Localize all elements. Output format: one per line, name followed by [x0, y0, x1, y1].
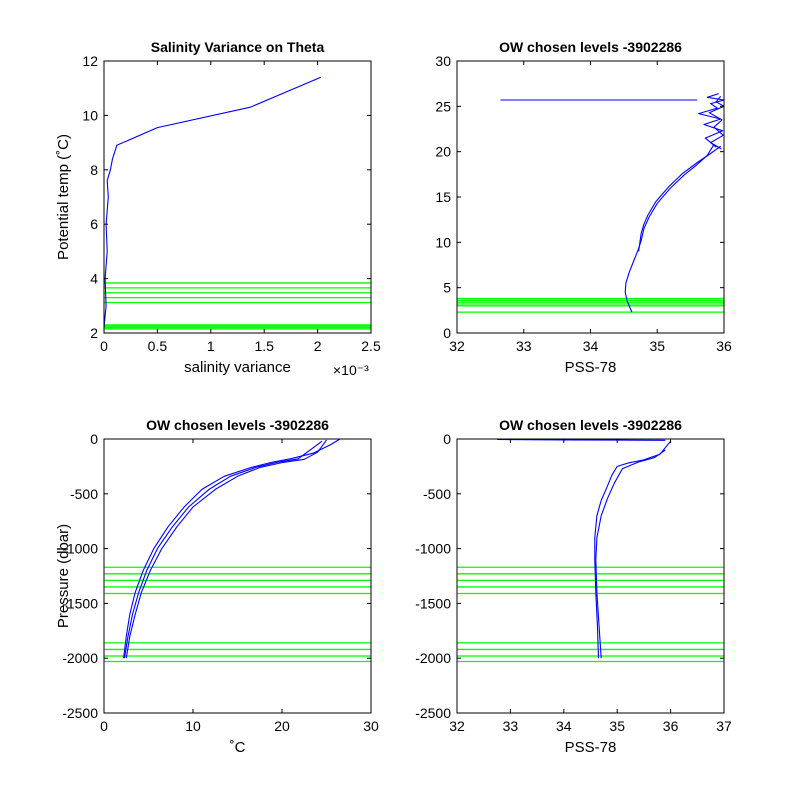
- plot-data-group: [104, 76, 371, 330]
- x-axis-label: PSS-78: [565, 359, 617, 376]
- x-tick-label: 0.5: [148, 338, 168, 354]
- plot-p4: 32 33 34 35 36 37 -2500 -2000 -1500 -1000 -500 0 OW …: [415, 417, 732, 756]
- x-tick-label: 35: [609, 718, 625, 734]
- x-axis-label: salinity variance: [184, 359, 291, 376]
- x-tick-label: 37: [716, 718, 732, 734]
- x-tick-label: 34: [556, 718, 572, 734]
- y-tick-label: 4: [90, 271, 98, 287]
- y-tick-label: 25: [435, 98, 451, 114]
- series-line: [594, 440, 672, 659]
- plot-p2: 32 33 34 35 36 0 5 10 15 20 25 30 OW chosen levels -…: [435, 39, 732, 376]
- axes-box: [103, 60, 372, 334]
- plot-p3: 0 10 20 30 -2500 -2000 -1500 -1000 -500 0 OW chose…: [55, 417, 379, 756]
- y-tick-label: -1500: [62, 595, 98, 611]
- y-tick-label: -2500: [415, 705, 451, 721]
- x-tick-label: 0: [100, 718, 108, 734]
- x-tick-label: 34: [583, 338, 599, 354]
- series-line: [595, 449, 666, 659]
- axes-box: [456, 438, 725, 714]
- y-tick-label: 30: [435, 53, 451, 69]
- chart-title: OW chosen levels -3902286: [499, 417, 682, 433]
- series-line: [125, 439, 327, 659]
- y-tick-label: 2: [90, 325, 98, 341]
- y-tick-label: 15: [435, 189, 451, 205]
- x-tick-label: 1.5: [254, 338, 274, 354]
- chart-title: Salinity Variance on Theta: [151, 39, 325, 55]
- plot-area: [104, 439, 371, 713]
- y-tick-label: 5: [443, 280, 451, 296]
- y-tick-label: 8: [90, 162, 98, 178]
- series-line: [497, 439, 666, 441]
- x-tick-label: 32: [449, 338, 465, 354]
- y-tick-label: -2000: [62, 650, 98, 666]
- x-tick-label: 2.5: [361, 338, 381, 354]
- y-tick-label: -500: [70, 486, 98, 502]
- chart-title: OW chosen levels -3902286: [146, 417, 329, 433]
- x-tick-label: 33: [503, 718, 519, 734]
- series-line: [624, 144, 715, 313]
- plot-p1: 0 0.5 1 1.5 2 2.5 2 4 6 8 10 12 Salinity Variance on…: [55, 39, 381, 378]
- x-axis-label: PSS-78: [565, 739, 617, 756]
- x-tick-label: 2: [314, 338, 322, 354]
- plot-data-group: [457, 93, 724, 313]
- y-tick-label: 0: [90, 431, 98, 447]
- plot-data-group: [457, 439, 724, 663]
- series-line: [123, 440, 323, 659]
- chart-title: OW chosen levels -3902286: [499, 39, 682, 55]
- y-axis-label: Pressure (dbar): [55, 524, 72, 628]
- plot-data-group: [104, 439, 371, 663]
- y-tick-label: 6: [90, 216, 98, 232]
- axes-box: [103, 438, 372, 714]
- y-tick-label: 0: [443, 431, 451, 447]
- x-tick-label: 32: [449, 718, 465, 734]
- x-tick-label: 36: [716, 338, 732, 354]
- y-tick-label: 20: [435, 144, 451, 160]
- series-line: [708, 96, 724, 150]
- series-line: [638, 145, 722, 252]
- y-tick-label: -2500: [62, 705, 98, 721]
- y-tick-label: -500: [423, 486, 451, 502]
- x-tick-label: 33: [516, 338, 532, 354]
- y-axis-label: Potential temp (˚C): [55, 134, 72, 260]
- y-tick-label: -1500: [415, 595, 451, 611]
- y-tick-label: 12: [82, 53, 98, 69]
- x-axis-label: ˚C: [230, 739, 246, 756]
- x-tick-label: 20: [274, 718, 290, 734]
- x-tick-label: 36: [663, 718, 679, 734]
- plot-area: [457, 61, 724, 333]
- y-tick-label: -1000: [415, 541, 451, 557]
- y-tick-label: 10: [435, 234, 451, 250]
- x-tick-label: 1: [207, 338, 215, 354]
- x-tick-label: 0: [100, 338, 108, 354]
- x-exponent-label: ×10⁻³: [333, 362, 369, 378]
- y-tick-label: -1000: [62, 541, 98, 557]
- x-tick-label: 10: [185, 718, 201, 734]
- y-tick-label: 0: [443, 325, 451, 341]
- y-tick-label: -2000: [415, 650, 451, 666]
- plot-area: [457, 439, 724, 713]
- x-tick-label: 35: [649, 338, 665, 354]
- y-tick-label: 10: [82, 107, 98, 123]
- x-tick-label: 30: [363, 718, 379, 734]
